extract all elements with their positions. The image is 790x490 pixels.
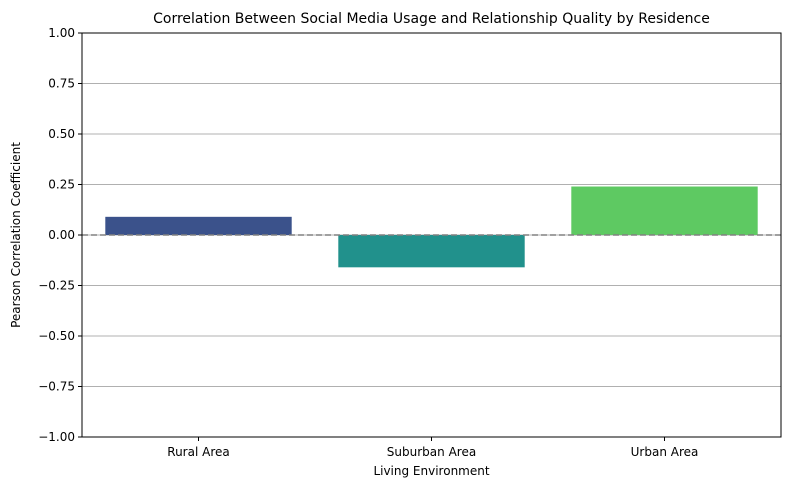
- y-tick-label: −0.75: [38, 380, 75, 394]
- bars: [105, 186, 758, 268]
- y-tick-label: −0.25: [38, 279, 75, 293]
- x-tick-label: Urban Area: [631, 445, 699, 459]
- y-tick-label: 0.75: [48, 77, 75, 91]
- x-axis-title: Living Environment: [373, 464, 489, 478]
- y-tick-label: −0.50: [38, 329, 75, 343]
- y-tick-label: 1.00: [48, 26, 75, 40]
- bar-rural-area: [105, 216, 292, 235]
- x-axis-ticks: Rural Area Suburban Area Urban Area: [167, 437, 698, 459]
- y-axis-title: Pearson Correlation Coefficient: [9, 142, 23, 328]
- y-tick-label: 0.25: [48, 178, 75, 192]
- y-axis-ticks: −1.00 −0.75 −0.50 −0.25 0.00 0.25 0.50 0.75 1.00: [38, 26, 82, 444]
- y-tick-label: 0.00: [48, 228, 75, 242]
- x-tick-label: Suburban Area: [387, 445, 476, 459]
- y-tick-label: −1.00: [38, 430, 75, 444]
- x-tick-label: Rural Area: [167, 445, 229, 459]
- bar-suburban-area: [338, 235, 525, 268]
- bar-urban-area: [571, 186, 758, 235]
- chart-title: Correlation Between Social Media Usage a…: [153, 11, 710, 27]
- y-tick-label: 0.50: [48, 127, 75, 141]
